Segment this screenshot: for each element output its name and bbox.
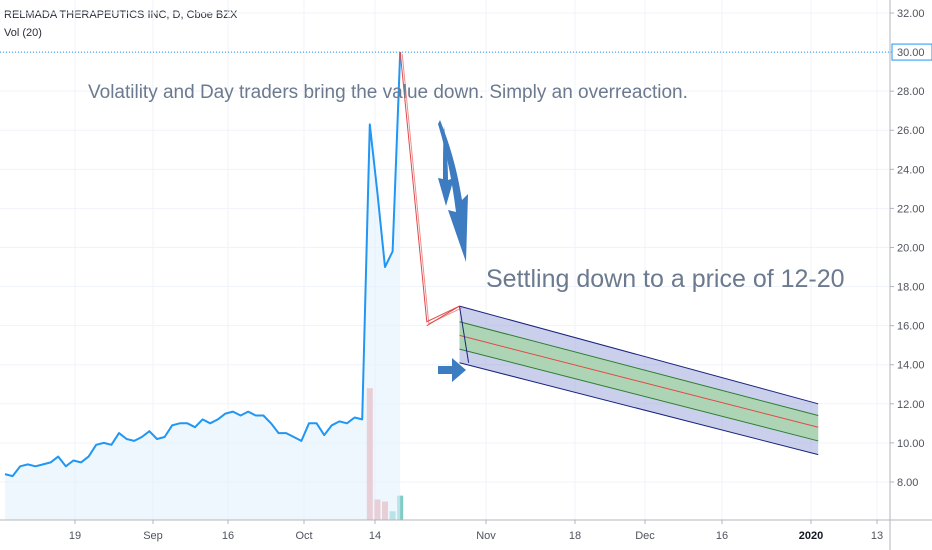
channel-median-line [459, 334, 819, 428]
channel-upper-line [459, 321, 819, 417]
y-tick-label: 20.00 [897, 242, 925, 254]
y-tick-label: 24.00 [897, 164, 925, 176]
annotation-volatility: Volatility and Day traders bring the val… [88, 82, 688, 103]
price-area [5, 52, 401, 520]
chart-grid [0, 0, 890, 520]
y-tick-label: 32.00 [897, 8, 925, 20]
time-axis: 19 Sep 16 Oct 14 Nov 18 Dec 16 2020 13 [0, 519, 932, 542]
y-tick-label: 12.00 [897, 399, 925, 411]
symbol-title[interactable]: RELMADA THERAPEUTICS INC, D, Cboe BZX [4, 9, 238, 21]
x-tick-label: 14 [369, 530, 381, 542]
channel-lower-line [459, 348, 819, 442]
x-tick-label: 16 [222, 530, 234, 542]
annotation-settling: Settling down to a price of 12-20 [486, 265, 845, 293]
last-price-box [891, 43, 932, 61]
channel-bottom-line [459, 362, 819, 456]
x-tick-label: 18 [569, 530, 581, 542]
price-line [4, 52, 402, 478]
y-tick-label: 22.00 [897, 203, 925, 215]
down-arrow-large [438, 120, 468, 262]
y-tick-label: 8.00 [897, 477, 918, 489]
x-tick-label: 2020 [799, 530, 823, 542]
y-tick-label: 30.00 [897, 47, 925, 59]
projection-connector [426, 305, 460, 327]
y-tick-label: 28.00 [897, 86, 925, 98]
x-tick-label: 13 [871, 530, 883, 542]
right-arrow [438, 358, 466, 382]
y-tick-label: 14.00 [897, 360, 925, 372]
y-tick-label: 26.00 [897, 125, 925, 137]
y-tick-label: 16.00 [897, 321, 925, 333]
x-tick-label: 19 [69, 530, 81, 542]
x-tick-label: Sep [143, 530, 163, 542]
volume-indicator-label[interactable]: Vol (20) [4, 27, 42, 39]
chart-legend: RELMADA THERAPEUTICS INC, D, Cboe BZX Vo… [4, 6, 237, 42]
projection-line-shadow [401, 54, 462, 325]
x-tick-label: Nov [476, 530, 496, 542]
channel-left-edge [458, 306, 470, 363]
x-tick-label: 16 [716, 530, 728, 542]
x-tick-label: Dec [635, 530, 655, 542]
price-axis: 8.00 10.00 12.00 14.00 16.00 18.00 20.00 22.00 2… [889, 0, 932, 550]
down-arrow-small [438, 126, 454, 206]
y-tick-label: 10.00 [897, 438, 925, 450]
drawings: Volatility and Day traders bring the val… [88, 52, 845, 456]
projection-line [399, 52, 460, 323]
channel-top-line [459, 305, 819, 405]
y-tick-label: 18.00 [897, 282, 925, 294]
price-series [4, 52, 402, 520]
x-tick-label: Oct [295, 530, 312, 542]
